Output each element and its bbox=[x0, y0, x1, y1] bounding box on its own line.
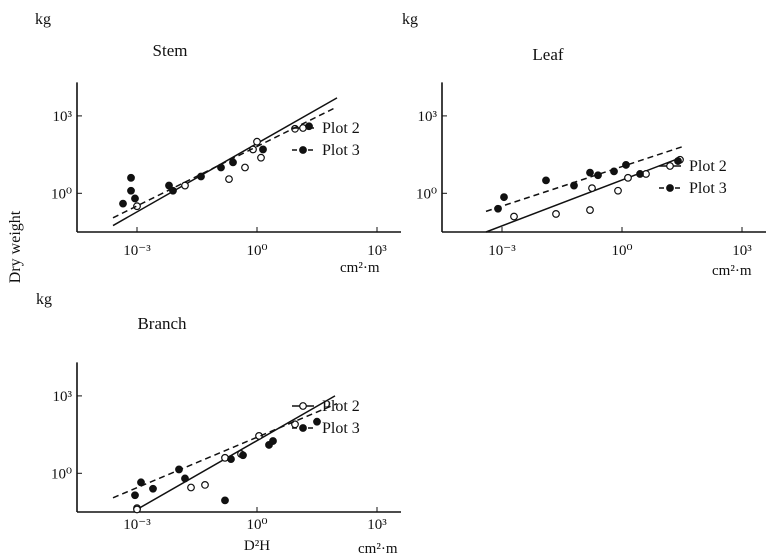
legend-label: Plot 3 bbox=[322, 142, 360, 159]
fit-line-plot3 bbox=[485, 146, 683, 213]
data-point-open bbox=[624, 173, 632, 182]
data-point-filled bbox=[197, 172, 205, 181]
data-point-open bbox=[225, 175, 233, 184]
x-tick-label: 10³ bbox=[367, 243, 387, 259]
y-unit: kg bbox=[402, 11, 418, 28]
y-unit: kg bbox=[35, 11, 51, 28]
x-tick-label: 10⁻³ bbox=[123, 243, 151, 259]
chart-leaf: 10⁻³ 10⁰ 10³ 10⁰ 10³ kg cm²·m Leaf Plot 2 Plot 3 bbox=[402, 11, 766, 279]
data-point-open bbox=[201, 481, 209, 489]
data-point-filled bbox=[227, 455, 235, 464]
legend-marker bbox=[666, 184, 674, 192]
data-point-filled bbox=[119, 199, 127, 208]
data-point-filled bbox=[131, 194, 139, 203]
legend-label: Plot 2 bbox=[322, 120, 360, 137]
data-point-filled bbox=[674, 157, 682, 165]
data-point-open bbox=[133, 505, 141, 514]
x-tick-label: 10⁻³ bbox=[123, 517, 151, 533]
y-tick-label: 10⁰ bbox=[416, 186, 437, 202]
y-tick-label: 10³ bbox=[53, 389, 73, 405]
x-tick-label: 10⁻³ bbox=[488, 243, 516, 259]
data-point-open bbox=[253, 137, 261, 146]
legend-marker bbox=[299, 402, 307, 410]
legend-marker bbox=[299, 146, 307, 154]
x-axis-title: D²H bbox=[244, 538, 270, 554]
x-tick-label: 10³ bbox=[732, 243, 752, 259]
legend-label: Plot 2 bbox=[689, 158, 727, 175]
legend-label: Plot 3 bbox=[689, 180, 727, 197]
chart-title: Stem bbox=[153, 41, 188, 60]
data-point-filled bbox=[127, 173, 135, 182]
x-tick-label: 10³ bbox=[367, 517, 387, 533]
chart-title: Leaf bbox=[532, 45, 563, 64]
x-tick-label: 10⁰ bbox=[611, 243, 632, 259]
data-point-filled bbox=[127, 186, 135, 195]
data-point-open bbox=[181, 181, 189, 190]
data-point-filled bbox=[636, 170, 644, 178]
x-unit: cm²·m bbox=[340, 260, 380, 276]
data-point-filled bbox=[570, 181, 578, 190]
data-point-open bbox=[552, 210, 560, 218]
data-point-open bbox=[187, 483, 195, 492]
x-unit: cm²·m bbox=[358, 541, 398, 557]
data-point-filled bbox=[622, 161, 630, 169]
fit-line-plot2 bbox=[485, 156, 683, 233]
data-point-open bbox=[257, 153, 265, 162]
legend-marker bbox=[299, 424, 307, 432]
y-axis-title: Dry weight bbox=[7, 210, 24, 283]
data-point-filled bbox=[217, 163, 225, 172]
data-point-filled bbox=[165, 181, 173, 190]
data-point-filled bbox=[175, 465, 183, 474]
data-point-filled bbox=[542, 176, 550, 185]
y-unit: kg bbox=[36, 291, 52, 308]
data-point-filled bbox=[149, 484, 157, 493]
y-tick-label: 10⁰ bbox=[51, 466, 72, 482]
data-point-open bbox=[588, 184, 596, 193]
x-tick-label: 10⁰ bbox=[246, 243, 267, 259]
chart-title: Branch bbox=[137, 314, 187, 333]
y-tick-label: 10⁰ bbox=[51, 186, 72, 202]
data-point-open bbox=[586, 206, 594, 214]
data-point-open bbox=[255, 431, 263, 440]
data-point-open bbox=[614, 186, 622, 195]
data-point-open bbox=[133, 202, 141, 211]
fit-line-plot2 bbox=[136, 395, 336, 511]
fit-line-plot3 bbox=[112, 402, 338, 499]
data-point-filled bbox=[305, 122, 313, 131]
data-point-filled bbox=[494, 204, 502, 213]
chart-stem: 10⁻³ 10⁰ 10³ 10⁰ 10³ kg cm²·m Stem Plot 2 Plot 3 bbox=[35, 11, 401, 276]
y-tick-label: 10³ bbox=[53, 109, 73, 125]
data-point-filled bbox=[137, 478, 145, 487]
data-point-filled bbox=[131, 491, 139, 500]
data-point-filled bbox=[259, 145, 267, 154]
legend-label: Plot 2 bbox=[322, 398, 360, 415]
data-point-filled bbox=[239, 451, 247, 460]
data-point-filled bbox=[169, 186, 177, 195]
y-tick-label: 10³ bbox=[418, 109, 438, 125]
data-point-filled bbox=[313, 417, 321, 426]
data-point-open bbox=[510, 212, 518, 221]
data-point-open bbox=[241, 163, 249, 172]
data-point-filled bbox=[269, 437, 277, 445]
data-point-filled bbox=[181, 474, 189, 483]
x-tick-label: 10⁰ bbox=[246, 517, 267, 533]
fit-line-plot3 bbox=[112, 106, 338, 219]
x-unit: cm²·m bbox=[712, 263, 752, 279]
data-point-filled bbox=[500, 193, 508, 202]
data-point-filled bbox=[610, 167, 618, 176]
legend-label: Plot 3 bbox=[322, 420, 360, 437]
legend-marker bbox=[666, 162, 674, 170]
data-point-filled bbox=[594, 171, 602, 180]
chart-branch: 10⁻³ 10⁰ 10³ 10⁰ 10³ kg cm²·m D²H Branch Plot 2 Pl… bbox=[36, 291, 401, 557]
data-point-filled bbox=[221, 496, 229, 505]
data-point-filled bbox=[586, 168, 594, 177]
data-point-filled bbox=[229, 158, 237, 167]
